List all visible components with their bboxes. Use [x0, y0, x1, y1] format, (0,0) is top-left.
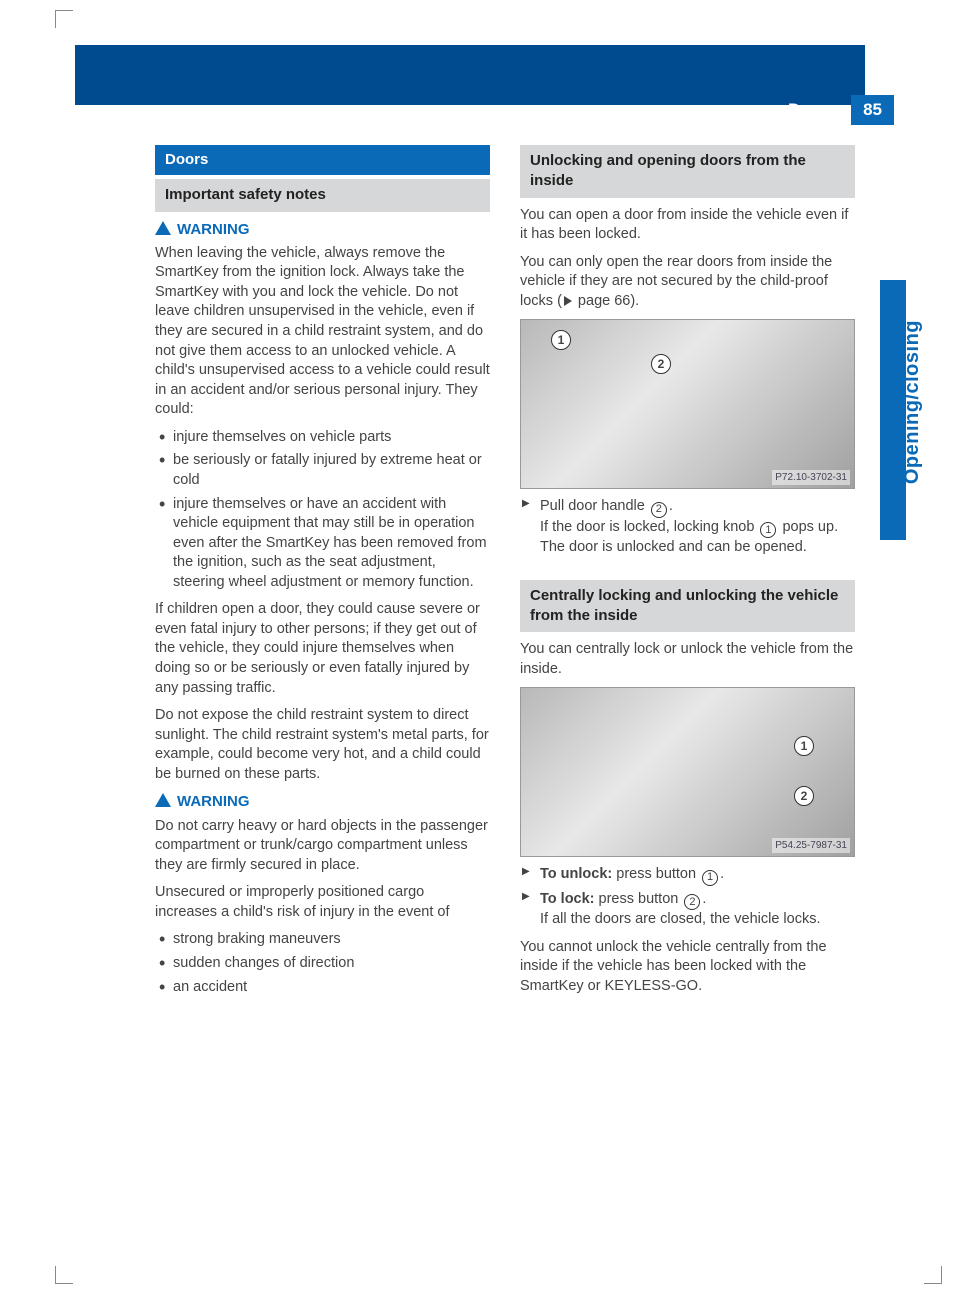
text-span: .	[669, 498, 673, 514]
sub-heading-unlock-inside: Unlocking and opening doors from the ins…	[520, 145, 855, 198]
list-item: strong braking maneuvers	[159, 930, 490, 950]
callout-ref-2: 2	[651, 502, 667, 518]
figure-door-handle: 1 2 P72.10-3702-31	[520, 319, 855, 489]
warning-text: WARNING	[177, 221, 250, 238]
page-ref-icon	[564, 296, 572, 306]
warning-icon	[155, 221, 171, 235]
instruction-item: Pull door handle 2. If the door is locke…	[520, 497, 855, 557]
warning-label: WARNING	[155, 792, 490, 812]
page-header: Doors 85	[788, 95, 894, 125]
instruction-item: To lock: press button 2. If all the door…	[520, 890, 855, 930]
instruction-item: To unlock: press button 1.	[520, 865, 855, 885]
crop-mark	[55, 1266, 73, 1284]
body-text: You cannot unlock the vehicle centrally …	[520, 938, 855, 997]
callout-1: 1	[551, 330, 571, 350]
header-band	[75, 45, 865, 105]
sub-heading-central-lock: Centrally locking and unlocking the vehi…	[520, 580, 855, 633]
bullet-list: injure themselves on vehicle parts be se…	[159, 428, 490, 593]
list-item: injure themselves on vehicle parts	[159, 428, 490, 448]
section-heading-doors: Doors	[155, 145, 490, 175]
body-text: When leaving the vehicle, always remove …	[155, 244, 490, 420]
warning-icon	[155, 793, 171, 807]
text-span: Pull door handle	[540, 498, 649, 514]
instruction-list: To unlock: press button 1. To lock: pres…	[520, 865, 855, 929]
list-item: sudden changes of direction	[159, 954, 490, 974]
text-span: If all the doors are closed, the vehicle…	[540, 911, 820, 927]
body-text: Unsecured or improperly positioned cargo…	[155, 883, 490, 922]
text-span: press button	[612, 866, 700, 882]
callout-ref-1: 1	[760, 522, 776, 538]
callout-1: 1	[794, 736, 814, 756]
figure-code: P54.25-7987-31	[772, 838, 850, 854]
body-text: Do not carry heavy or hard objects in th…	[155, 817, 490, 876]
body-text: You can centrally lock or unlock the veh…	[520, 640, 855, 679]
left-column: Doors Important safety notes WARNING Whe…	[155, 145, 490, 1005]
callout-ref-2: 2	[684, 894, 700, 910]
warning-label: WARNING	[155, 220, 490, 240]
bold-label: To lock:	[540, 891, 595, 907]
text-span: If the door is locked, locking knob	[540, 519, 758, 535]
right-column: Unlocking and opening doors from the ins…	[520, 145, 855, 1005]
warning-text: WARNING	[177, 793, 250, 810]
body-text: You can only open the rear doors from in…	[520, 253, 855, 312]
crop-mark	[924, 1266, 942, 1284]
body-text: If children open a door, they could caus…	[155, 600, 490, 698]
sub-heading-safety: Important safety notes	[155, 179, 490, 211]
text-span: press button	[595, 891, 683, 907]
side-tab-label: Opening/closing	[901, 320, 924, 484]
list-item: injure themselves or have an accident wi…	[159, 495, 490, 593]
figure-central-lock: 1 2 P54.25-7987-31	[520, 687, 855, 857]
list-item: an accident	[159, 978, 490, 998]
page-number: 85	[851, 95, 894, 125]
instruction-list: Pull door handle 2. If the door is locke…	[520, 497, 855, 557]
body-text: You can open a door from inside the vehi…	[520, 206, 855, 245]
figure-code: P72.10-3702-31	[772, 470, 850, 486]
bullet-list: strong braking maneuvers sudden changes …	[159, 930, 490, 997]
page-topic: Doors	[788, 100, 837, 120]
list-item: be seriously or fatally injured by extre…	[159, 451, 490, 490]
callout-2: 2	[651, 354, 671, 374]
body-text: Do not expose the child restraint system…	[155, 706, 490, 784]
callout-ref-1: 1	[702, 870, 718, 886]
crop-mark	[55, 10, 73, 28]
content-area: Doors Important safety notes WARNING Whe…	[155, 145, 855, 1005]
text-span: page 66).	[574, 293, 639, 309]
bold-label: To unlock:	[540, 866, 612, 882]
callout-2: 2	[794, 786, 814, 806]
